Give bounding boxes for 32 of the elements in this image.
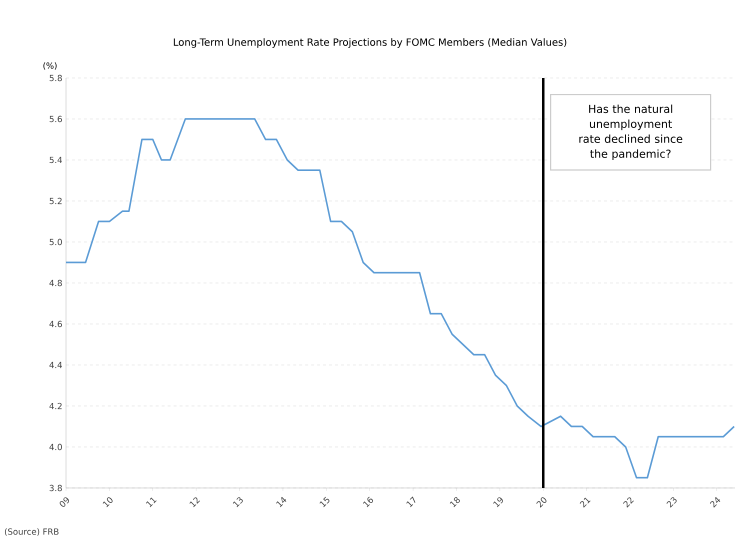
x-tick-label: 10 <box>102 497 113 508</box>
x-tick-label: 20 <box>536 497 546 508</box>
y-tick-label: 3.8 <box>50 484 62 492</box>
x-tick-label: 12 <box>189 497 200 508</box>
y-tick-label: 5.0 <box>50 238 62 246</box>
x-tick-label: 18 <box>450 497 460 508</box>
y-tick-label: 4.2 <box>49 402 62 410</box>
chart-title: Long-Term Unemployment Rate Projections by FOMC Members (Median Values) <box>174 38 566 48</box>
line-series <box>65 118 735 479</box>
annotation: Has the natural unemployment rate declined since the pandemic? <box>579 104 682 160</box>
y-tick-label: 5.4 <box>50 156 62 164</box>
y-tick-label: 4.4 <box>49 362 62 368</box>
x-tick-label: 16 <box>363 496 374 508</box>
x-tick-label: 22 <box>623 497 634 508</box>
x-tick-label: 15 <box>320 496 330 508</box>
x-tick-label: 24 <box>710 497 720 508</box>
x-tick-label: 14 <box>276 496 286 508</box>
x-tick-label: 11 <box>146 498 157 508</box>
y-tick-label: 4.0 <box>49 444 62 450</box>
x-tick-label: 17 <box>406 496 416 508</box>
x-tick-label: 21 <box>580 498 591 508</box>
y-tick-label: 4.8 <box>49 280 62 286</box>
y-tick-label: 5.8 <box>50 74 62 82</box>
y-tick-label: 5.2 <box>50 198 62 204</box>
y-tick-label: 5.6 <box>50 116 62 122</box>
text: (Source) FRB <box>4 528 59 536</box>
x-tick-label: 23 <box>666 497 677 508</box>
y-tick-label: 4.6 <box>49 320 62 328</box>
y-axis-title: (%) <box>43 62 57 70</box>
x-tick-label: 13 <box>232 497 243 508</box>
x-tick-label: 19 <box>493 497 503 508</box>
x-tick-label: 09 <box>60 497 70 507</box>
